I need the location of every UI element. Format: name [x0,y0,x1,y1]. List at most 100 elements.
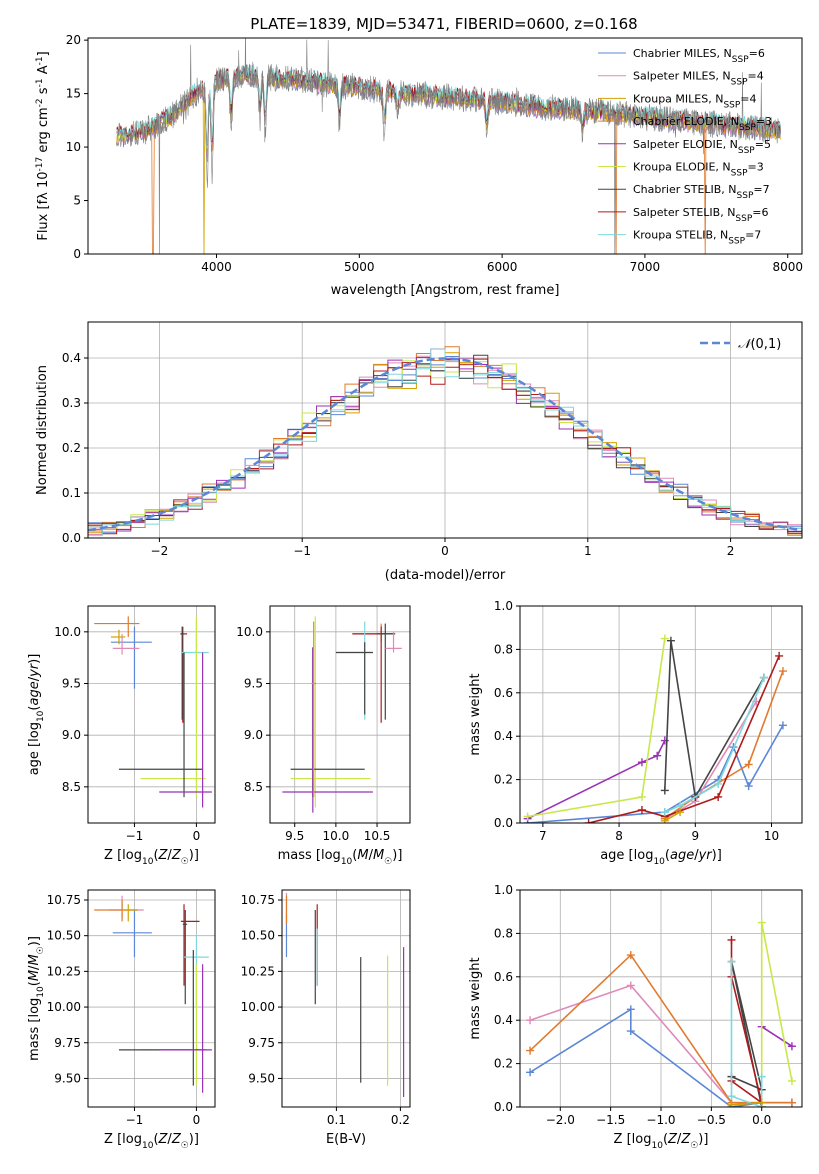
axes-frame [87,37,803,255]
age-vs-mass: 9.5 10.0 10.5 8.5 9.0 9.5 10.0 mass [log10(M/M☉… [236,605,411,867]
massweight-marker-chabrier_elodie [778,667,787,676]
x-tick-label: −1 [126,1113,144,1127]
massweight-marker-chabrier_elodie [626,951,635,960]
y-tick-label: 20 [66,33,81,47]
massweight-vs-z-xlabel: Z [log10(Z/Z☉)] [614,1132,709,1151]
x-tick-label: −2.0 [546,1113,575,1127]
residuals-xlabel: (data-model)/error [385,568,506,583]
x-tick-label: 0.1 [327,1113,346,1127]
spectrum-ylabel: Flux [fλ 10-17 erg cm-2 s-1 A-1] [35,51,51,240]
y-tick-label: 0.1 [62,486,81,500]
y-tick-label: 8.5 [62,780,81,794]
residuals-ylabel: Normed distribution [35,365,50,495]
plot-area [88,890,215,1107]
x-tick-label: −1 [126,829,144,843]
massweight-marker-chabrier_miles [778,721,787,730]
y-tick-label: 10.25 [241,964,275,978]
massweight-line-kroupa_stelib [730,961,763,1107]
massweight-line-salpeter_miles [529,984,762,1104]
massweight-vs-age: 7 8 9 10 0.0 0.2 0.4 0.6 0.8 1.0 age [log10(age/yr… [468,599,803,867]
y-tick-label: 0.6 [494,970,513,984]
mass-vs-z-xlabel: Z [log10(Z/Z☉)] [104,1132,199,1151]
massweight-marker-kroupa_elodie [523,812,532,821]
spectrum-model-salpeter_stelib [116,65,781,145]
x-tick-label: 8 [615,829,623,843]
massweight-marker-kroupa_elodie [637,792,646,801]
plot-area [520,606,802,823]
legend-label-salpeter_miles: Salpeter MILES, NSSP=4 [633,70,764,88]
massweight-marker-kroupa_stelib [757,1072,766,1081]
massweight-marker-kroupa_elodie [660,634,669,643]
x-tick-label: 2 [727,544,735,558]
massweight-marker-salpeter_stelib [727,935,736,944]
y-tick-label: 10.50 [47,929,81,943]
axes-frame [269,605,411,824]
axes-frame [281,889,411,1108]
x-tick-label: 0 [193,1113,201,1127]
massweight-marker-kroupa_stelib [714,779,723,788]
massweight-line-kroupa_miles [731,1101,762,1106]
plot-area [270,606,410,823]
y-tick-label: 10.00 [241,1000,275,1014]
spectrum-xlabel: wavelength [Angstrom, rest frame] [331,283,560,298]
massweight-marker-kroupa_elodie [787,1076,796,1085]
massweight-marker-salpeter_stelib [714,792,723,801]
y-tick-label: 0.4 [494,729,513,743]
residuals-panel: −2 −1 0 1 2 0.0 0.1 0.2 0.3 0.4 𝒩(0,1) (data-model)… [35,321,803,583]
legend-label-salpeter_stelib: Salpeter STELIB, NSSP=6 [633,206,769,224]
x-tick-label: 6000 [487,260,518,274]
age-vs-z-ylabel-group: age [log10(age/yr)] [27,654,46,776]
massweight-marker-kroupa_elodie [757,918,766,927]
massweight-line-kroupa_stelib [664,677,765,813]
massweight-line-kroupa_elodie [760,922,793,1103]
y-tick-label: 0 [73,247,81,261]
y-tick-label: 9.0 [244,728,263,742]
gaussian-curve [88,357,802,532]
y-tick-label: 10.25 [47,964,81,978]
massweight-line-salpeter_elodie [761,1026,793,1047]
y-tick-label: 0.8 [494,642,513,656]
x-tick-label: 10.5 [364,829,391,843]
y-tick-label: 0.0 [62,531,81,545]
x-tick-label: 0.0 [752,1113,771,1127]
massweight-line-salpeter_elodie [527,740,666,820]
mass-vs-ebv-xlabel: E(B-V) [326,1132,366,1147]
massweight-marker-salpeter_elodie [637,758,646,767]
x-tick-label: 4000 [201,260,232,274]
plot-area [282,890,410,1107]
massweight-line-kroupa_elodie [527,638,666,818]
massweight-line-salpeter_stelib [588,655,780,823]
spectrum-ylabel-group: Flux [fλ 10-17 erg cm-2 s-1 A-1] [35,51,51,240]
massweight-marker-chabrier_elodie [744,760,753,769]
x-tick-label: −1 [293,544,311,558]
massweight-marker-kroupa_stelib [759,673,768,682]
massweight-marker-chabrier_elodie [787,1098,796,1107]
x-tick-label: 7000 [630,260,661,274]
massweight-line-chabrier_stelib [664,640,765,800]
legend-label-chabrier_stelib: Chabrier STELIB, NSSP=7 [633,183,770,201]
y-tick-label: 9.50 [248,1071,275,1085]
plot-area [88,606,215,823]
axes-frame [87,605,216,824]
massweight-marker-salpeter_elodie [653,751,662,760]
y-tick-label: 0.8 [494,926,513,940]
y-tick-label: 8.5 [244,780,263,794]
x-tick-label: 0 [441,544,449,558]
massweight-marker-salpeter_miles [626,981,635,990]
mass-vs-z: −1 0 9.50 9.75 10.00 10.25 10.50 10.75 Z [log10(… [27,889,216,1151]
massweight-marker-chabrier_elodie [526,1046,535,1055]
y-tick-label: 0.6 [494,686,513,700]
massweight-marker-kroupa_miles [727,1100,736,1107]
plot-area [88,322,802,538]
x-tick-label: 9 [691,829,699,843]
massweight-marker-kroupa_stelib [727,1092,736,1101]
age-vs-z-xlabel: Z [log10(Z/Z☉)] [104,848,199,867]
massweight-marker-salpeter_elodie [787,1042,796,1051]
spectrum-model-kroupa_stelib [116,64,781,145]
massweight-vs-z: −2.0 −1.5 −1.0 −0.5 0.0 0.0 0.2 0.4 0.6 0.8 1.0 Z [… [468,883,803,1151]
y-tick-label: 0.3 [62,396,81,410]
y-tick-label: 9.0 [62,728,81,742]
massweight-marker-chabrier_stelib [666,636,675,645]
